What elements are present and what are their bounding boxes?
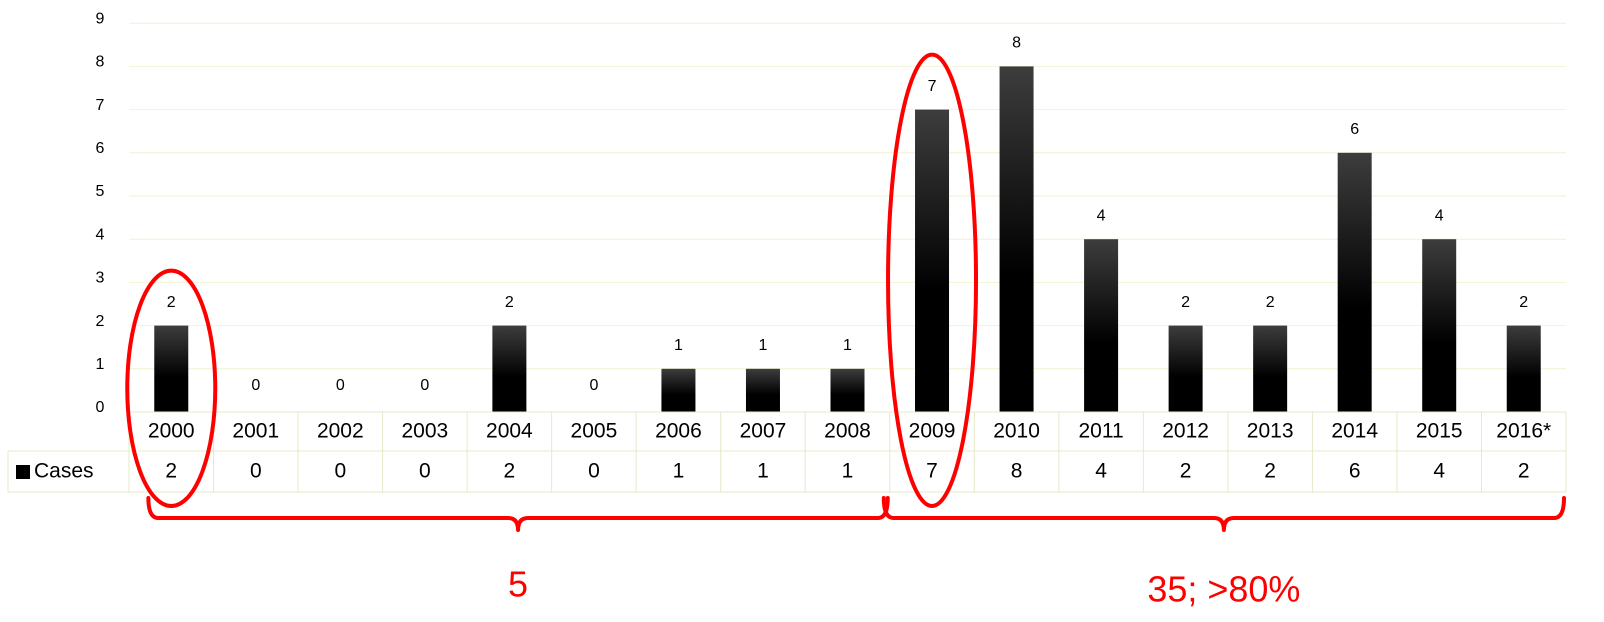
bar — [661, 368, 696, 412]
y-tick-label: 9 — [96, 10, 105, 27]
x-tick-label: 2015 — [1416, 420, 1463, 443]
x-tick-label: 2003 — [401, 420, 448, 443]
data-label: 2 — [505, 294, 514, 311]
table-value: 1 — [757, 460, 769, 483]
table-value: 2 — [504, 460, 516, 483]
y-tick-label: 7 — [96, 97, 105, 114]
y-tick-label: 8 — [96, 54, 105, 71]
table-value: 0 — [588, 460, 600, 483]
bar — [1084, 239, 1119, 412]
bar — [154, 325, 189, 412]
bar — [1253, 325, 1288, 412]
data-label: 7 — [928, 78, 937, 95]
x-tick-label: 2011 — [1079, 420, 1124, 443]
table-value: 2 — [1518, 460, 1530, 483]
x-tick-label: 2006 — [655, 420, 702, 443]
data-labels: 2 0 0 0 2 0 1 1 1 7 8 4 2 2 6 4 2 — [167, 35, 1528, 395]
data-label: 1 — [843, 337, 852, 354]
data-label: 2 — [1519, 294, 1528, 311]
x-tick-label: 2016* — [1496, 420, 1551, 443]
y-tick-label: 3 — [96, 270, 105, 287]
highlight-ellipse — [125, 268, 218, 508]
legend-swatch — [16, 465, 30, 479]
bar — [1422, 239, 1457, 412]
data-label: 0 — [589, 377, 598, 394]
table-value: 6 — [1349, 460, 1361, 483]
bracket — [881, 496, 1566, 532]
highlight-ellipse — [886, 52, 979, 508]
table-value: 0 — [419, 460, 431, 483]
table-value: 2 — [1180, 460, 1192, 483]
bracket — [146, 496, 890, 532]
annotation-right: 35; >80% — [1147, 569, 1300, 610]
data-label: 6 — [1350, 121, 1359, 138]
y-tick-label: 2 — [96, 313, 105, 330]
y-tick-label: 1 — [96, 356, 105, 373]
highlight-overlay: 5 35; >80% — [125, 52, 1566, 610]
y-tick-label: 6 — [96, 140, 105, 157]
data-label: 4 — [1435, 207, 1444, 224]
bar — [830, 368, 865, 412]
x-tick-label: 2013 — [1247, 420, 1294, 443]
y-tick-label: 4 — [96, 226, 105, 243]
bar — [999, 66, 1034, 413]
table-value: 0 — [334, 460, 346, 483]
x-tick-label: 2007 — [740, 420, 787, 443]
table-value: 2 — [165, 460, 177, 483]
data-label: 2 — [1266, 294, 1275, 311]
data-table: 2000 2 2001 0 2002 0 2003 0 2004 2 2005 0 2006 1 2007 1… — [7, 411, 1567, 493]
x-tick-label: 2004 — [486, 420, 533, 443]
bars — [154, 66, 1541, 413]
bar — [492, 325, 527, 412]
bar — [1168, 325, 1203, 412]
table-value: 4 — [1095, 460, 1107, 483]
x-tick-label: 2008 — [824, 420, 871, 443]
table-value: 0 — [250, 460, 262, 483]
x-tick-label: 2012 — [1162, 420, 1209, 443]
x-tick-label: 2001 — [232, 420, 279, 443]
x-tick-label: 2005 — [571, 420, 618, 443]
x-tick-label: 2009 — [909, 420, 956, 443]
bar — [1337, 152, 1372, 413]
data-label: 0 — [336, 377, 345, 394]
data-label: 1 — [759, 337, 768, 354]
x-tick-label: 2002 — [317, 420, 364, 443]
bar — [915, 109, 950, 412]
bar — [745, 368, 780, 412]
table-value: 2 — [1264, 460, 1276, 483]
data-label: 2 — [167, 294, 176, 311]
table-value: 4 — [1433, 460, 1445, 483]
y-tick-label: 5 — [96, 183, 105, 200]
data-label: 8 — [1012, 35, 1021, 52]
y-tick-label: 0 — [96, 399, 105, 416]
gridlines — [129, 22, 1566, 370]
data-label: 0 — [251, 377, 260, 394]
legend-label: Cases — [34, 460, 94, 483]
data-label: 2 — [1181, 294, 1190, 311]
data-label: 4 — [1097, 207, 1106, 224]
x-tick-label: 2014 — [1331, 420, 1378, 443]
table-value: 7 — [926, 460, 938, 483]
table-value: 8 — [1011, 460, 1023, 483]
data-label: 1 — [674, 337, 683, 354]
table-value: 1 — [673, 460, 685, 483]
annotation-left: 5 — [508, 564, 528, 605]
table-value: 1 — [842, 460, 854, 483]
x-tick-label: 2010 — [993, 420, 1040, 443]
data-label: 0 — [420, 377, 429, 394]
y-axis: 0 1 2 3 4 5 6 7 8 9 — [96, 10, 105, 416]
x-tick-label: 2000 — [148, 420, 195, 443]
bar — [1506, 325, 1541, 412]
